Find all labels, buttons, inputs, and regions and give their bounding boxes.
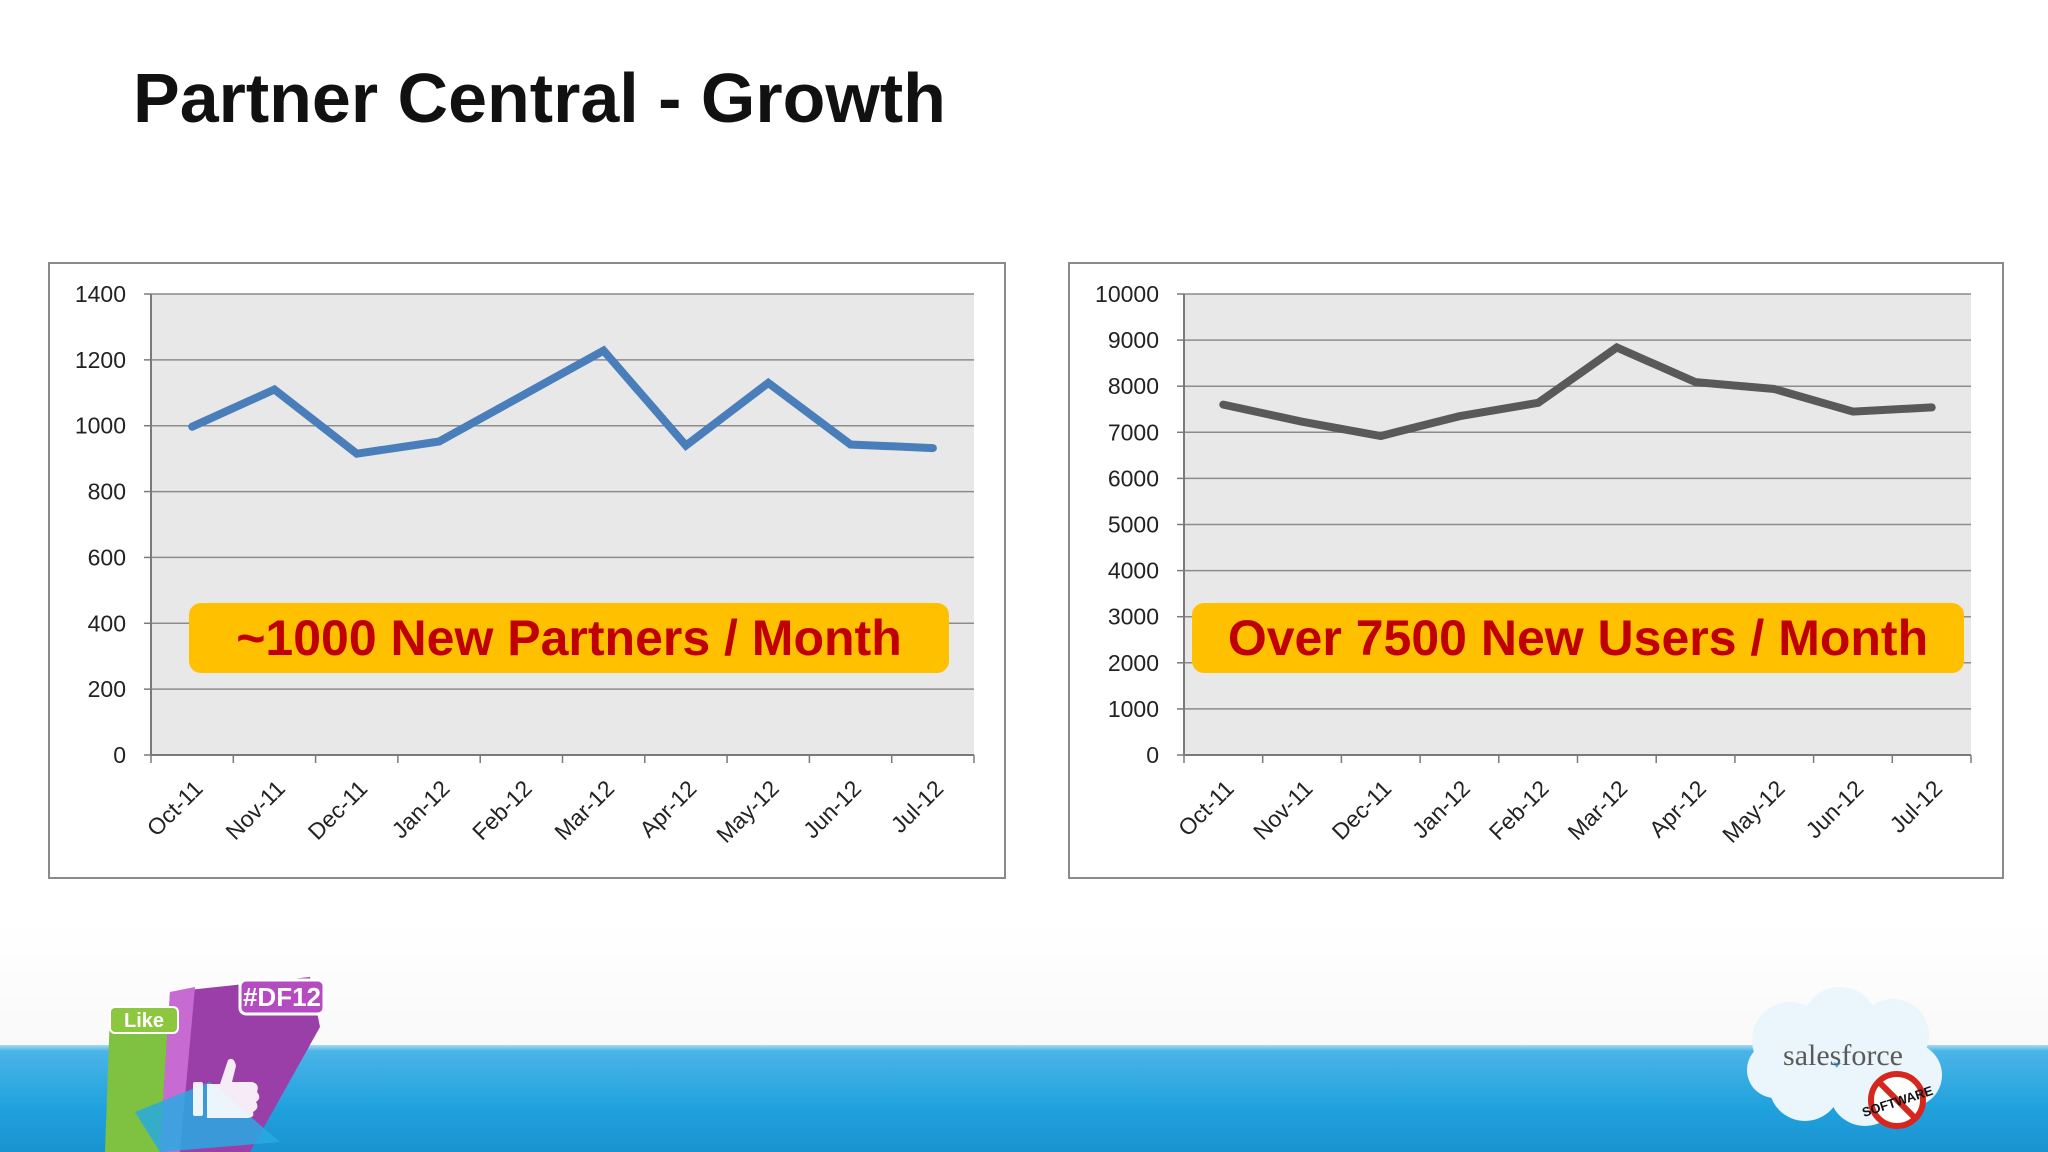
users-y-tick-label: 3000: [1108, 604, 1159, 630]
users-x-tick-label: Feb-12: [1484, 775, 1554, 845]
users-x-tick-label: Dec-11: [1327, 775, 1397, 845]
partners-y-tick-label: 0: [113, 742, 126, 768]
like-badge: [109, 1006, 179, 1034]
partners-x-tick-label: Apr-12: [634, 775, 701, 842]
footer-band: [0, 1045, 2048, 1152]
users-y-tick-label: 8000: [1108, 373, 1159, 399]
df12-badge: [238, 978, 326, 1016]
users-x-tick-label: Jun-12: [1800, 775, 1868, 843]
users-series-line: [1219, 342, 1936, 441]
partners-callout: ~1000 New Partners / Month: [189, 603, 949, 673]
partners-y-tick-label: 1400: [75, 281, 126, 307]
like-badge-text: Like: [124, 1010, 164, 1032]
users-y-tick-label: 4000: [1108, 558, 1159, 584]
partners-x-tick-label: Jun-12: [798, 775, 866, 843]
partners-x-tick-label: Feb-12: [467, 775, 537, 845]
partners-x-tick-label: Oct-11: [142, 775, 208, 841]
partners-y-tick-label: 600: [88, 544, 126, 570]
users-x-tick-label: Apr-12: [1644, 775, 1711, 842]
partners-y-tick-label: 1000: [75, 413, 126, 439]
partners-x-tick-label: Jul-12: [886, 775, 949, 838]
users-y-tick-label: 0: [1146, 742, 1159, 768]
users-callout: Over 7500 New Users / Month: [1192, 603, 1964, 673]
users-y-tick-label: 7000: [1108, 419, 1159, 445]
slide-title: Partner Central - Growth: [133, 59, 946, 137]
users-y-tick-label: 6000: [1108, 465, 1159, 491]
users-x-tick-label: Oct-11: [1173, 775, 1239, 841]
partners-x-tick-label: Mar-12: [549, 775, 619, 845]
users-y-tick-label: 9000: [1108, 327, 1159, 353]
users-y-tick-label: 5000: [1108, 512, 1159, 538]
salesforce-logo: salesforce SOFTWARE: [1747, 987, 1942, 1129]
partners-x-tick-label: Jan-12: [386, 775, 454, 843]
partners-y-tick-label: 1200: [75, 347, 126, 373]
users-y-tick-label: 2000: [1108, 650, 1159, 676]
thumbs-up-icon: [193, 1058, 260, 1118]
users-y-tick-label: 10000: [1095, 281, 1159, 307]
df12-badge-text: #DF12: [243, 982, 321, 1012]
partners-y-tick-label: 200: [88, 676, 126, 702]
partners-y-tick-label: 400: [88, 610, 126, 636]
users-x-tick-label: Nov-11: [1248, 775, 1318, 845]
salesforce-cloud-icon: [1747, 987, 1942, 1126]
partners-plot-area: [151, 294, 974, 755]
dreamforce-like-logo: #DF12 Like: [105, 977, 326, 1152]
users-x-tick-label: Jan-12: [1407, 775, 1475, 843]
users-x-tick-label: May-12: [1717, 775, 1790, 848]
partners-y-tick-label: 800: [88, 479, 126, 505]
partners-x-tick-label: Nov-11: [220, 775, 290, 845]
users-x-tick-label: Jul-12: [1884, 775, 1947, 838]
salesforce-wordmark: salesforce: [1783, 1039, 1903, 1072]
users-x-tick-label: Mar-12: [1562, 775, 1632, 845]
partners-series-line: [188, 345, 937, 458]
partners-x-tick-label: Dec-11: [303, 775, 373, 845]
users-y-tick-label: 1000: [1108, 696, 1159, 722]
partners-x-tick-label: May-12: [711, 775, 784, 848]
